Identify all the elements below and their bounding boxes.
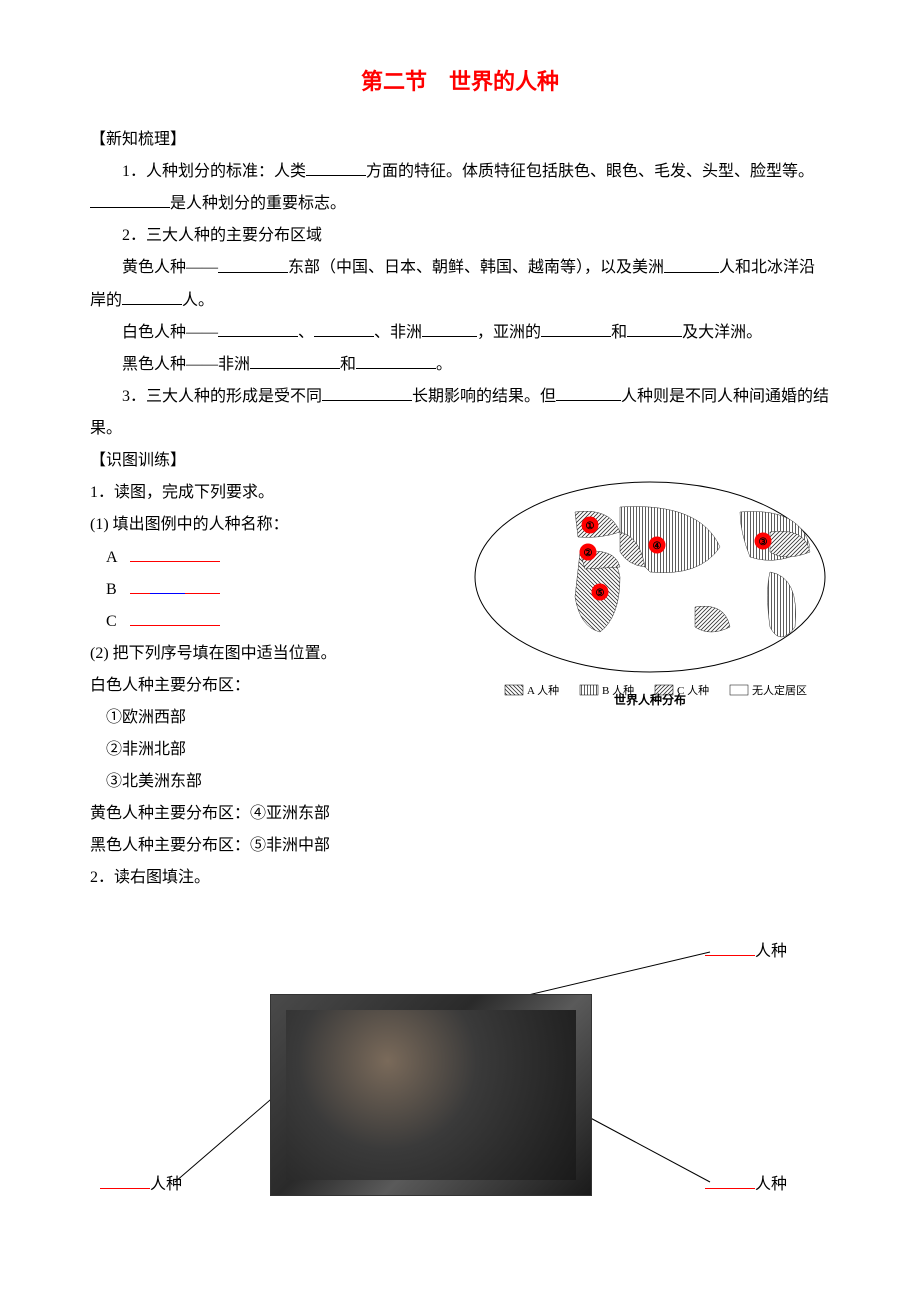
content-row: 1．读图，完成下列要求。 (1) 填出图例中的人种名称： A B C (2) 把…	[90, 477, 830, 798]
svg-text:①: ①	[586, 521, 595, 532]
p4-f: 及大洋洲。	[682, 324, 762, 341]
p3-b: 东部（中国、日本、朝鲜、韩国、越南等），以及美洲	[288, 260, 664, 277]
blank-4e[interactable]	[627, 317, 682, 337]
race-suffix-2: 人种	[150, 1176, 182, 1193]
race-suffix-3: 人种	[755, 1176, 787, 1193]
q2: 2．读右图填注。	[90, 862, 830, 894]
white-3: ③北美洲东部	[90, 766, 450, 798]
blank-3a[interactable]	[218, 252, 288, 272]
para-4: 白色人种—— 、 、非洲 ，亚洲的 和 及大洋洲。	[90, 317, 830, 349]
blank-4b[interactable]	[314, 317, 374, 337]
blank-6b[interactable]	[556, 381, 621, 401]
p5-c: 。	[436, 356, 452, 373]
p1-prefix: 1．人种划分的标准：人类	[122, 163, 306, 180]
section-xinzhi: 【新知梳理】	[90, 124, 830, 156]
white-2-text: ②非洲北部	[106, 741, 186, 758]
race-blank-left[interactable]	[100, 1169, 150, 1189]
map-caption: 世界人种分布	[614, 692, 686, 707]
blank-3c[interactable]	[122, 285, 182, 305]
blank-3b[interactable]	[664, 252, 719, 272]
world-map: ①②③④⑤ A 人种 B 人种 C 人种 无人定居区 世界人种分布	[470, 477, 830, 719]
answer-a: A	[90, 541, 450, 573]
svg-text:③: ③	[759, 537, 768, 548]
white-1-text: ①欧洲西部	[106, 709, 186, 726]
para-2: 2．三大人种的主要分布区域	[90, 220, 830, 252]
blank-b-blue	[150, 574, 185, 594]
para-3: 黄色人种——东部（中国、日本、朝鲜、韩国、越南等），以及美洲人和北冰洋沿岸的人。	[90, 252, 830, 316]
blank-1b[interactable]	[90, 188, 170, 208]
blank-6a[interactable]	[322, 381, 412, 401]
race-label-left: 人种	[100, 1169, 182, 1201]
p1-mid: 方面的特征。体质特征包括肤色、眼色、毛发、头型、脸型等。	[366, 163, 814, 180]
white-3-text: ③北美洲东部	[106, 773, 202, 790]
p4-e: 和	[611, 324, 627, 341]
blank-c[interactable]	[130, 606, 220, 626]
photo-section: 人种 人种 人种	[90, 934, 830, 1254]
white-1: ①欧洲西部	[90, 702, 450, 734]
section-shitu: 【识图训练】	[90, 445, 830, 477]
p6-b: 长期影响的结果。但	[412, 388, 556, 405]
p3-d: 人。	[182, 292, 214, 309]
blank-5b[interactable]	[356, 349, 436, 369]
legend-d-text: 无人定居区	[752, 683, 807, 697]
q1: 1．读图，完成下列要求。	[90, 477, 450, 509]
blank-4c[interactable]	[422, 317, 477, 337]
p4-c: 、非洲	[374, 324, 422, 341]
answer-b: B	[90, 574, 450, 606]
legend-a-text: A 人种	[527, 683, 559, 697]
race-label-right: 人种	[705, 1169, 787, 1201]
p4-b: 、	[298, 324, 314, 341]
para-6: 3．三大人种的形成是受不同长期影响的结果。但人种则是不同人种间通婚的结果。	[90, 381, 830, 445]
blank-4d[interactable]	[541, 317, 611, 337]
white-header: 白色人种主要分布区：	[90, 670, 450, 702]
photo-image	[270, 994, 592, 1196]
label-b: B	[106, 574, 130, 606]
blank-b[interactable]	[130, 574, 220, 594]
race-label-top: 人种	[705, 936, 787, 968]
left-column: 1．读图，完成下列要求。 (1) 填出图例中的人种名称： A B C (2) 把…	[90, 477, 450, 798]
para-1: 1．人种划分的标准：人类 方面的特征。体质特征包括肤色、眼色、毛发、头型、脸型等。…	[90, 156, 830, 220]
map-svg: ①②③④⑤ A 人种 B 人种 C 人种 无人定居区 世界人种分布	[470, 477, 830, 707]
answer-c: C	[90, 606, 450, 638]
p4-d: ，亚洲的	[477, 324, 541, 341]
blank-4a[interactable]	[218, 317, 298, 337]
p5-a: 黑色人种——非洲	[122, 356, 250, 373]
black-line: 黑色人种主要分布区：⑤非洲中部	[90, 830, 830, 862]
blank-a[interactable]	[130, 541, 220, 561]
q1-1: (1) 填出图例中的人种名称：	[90, 509, 450, 541]
svg-text:④: ④	[653, 541, 662, 552]
race-blank-top[interactable]	[705, 936, 755, 956]
svg-text:⑤: ⑤	[596, 588, 605, 599]
para-5: 黑色人种——非洲 和 。	[90, 349, 830, 381]
p5-b: 和	[340, 356, 356, 373]
label-a: A	[106, 542, 130, 574]
svg-text:②: ②	[584, 548, 593, 559]
p1-suffix: 是人种划分的重要标志。	[170, 195, 346, 212]
white-2: ②非洲北部	[90, 734, 450, 766]
blank-1a[interactable]	[306, 156, 366, 176]
blank-5a[interactable]	[250, 349, 340, 369]
p4-a: 白色人种——	[122, 324, 218, 341]
p6-a: 3．三大人种的形成是受不同	[122, 388, 322, 405]
race-blank-right[interactable]	[705, 1169, 755, 1189]
p3-a: 黄色人种——	[122, 260, 218, 277]
race-suffix-1: 人种	[755, 943, 787, 960]
label-c: C	[106, 606, 130, 638]
page-title: 第二节 世界的人种	[90, 60, 830, 104]
yellow-line: 黄色人种主要分布区：④亚洲东部	[90, 798, 830, 830]
q1-2: (2) 把下列序号填在图中适当位置。	[90, 638, 450, 670]
